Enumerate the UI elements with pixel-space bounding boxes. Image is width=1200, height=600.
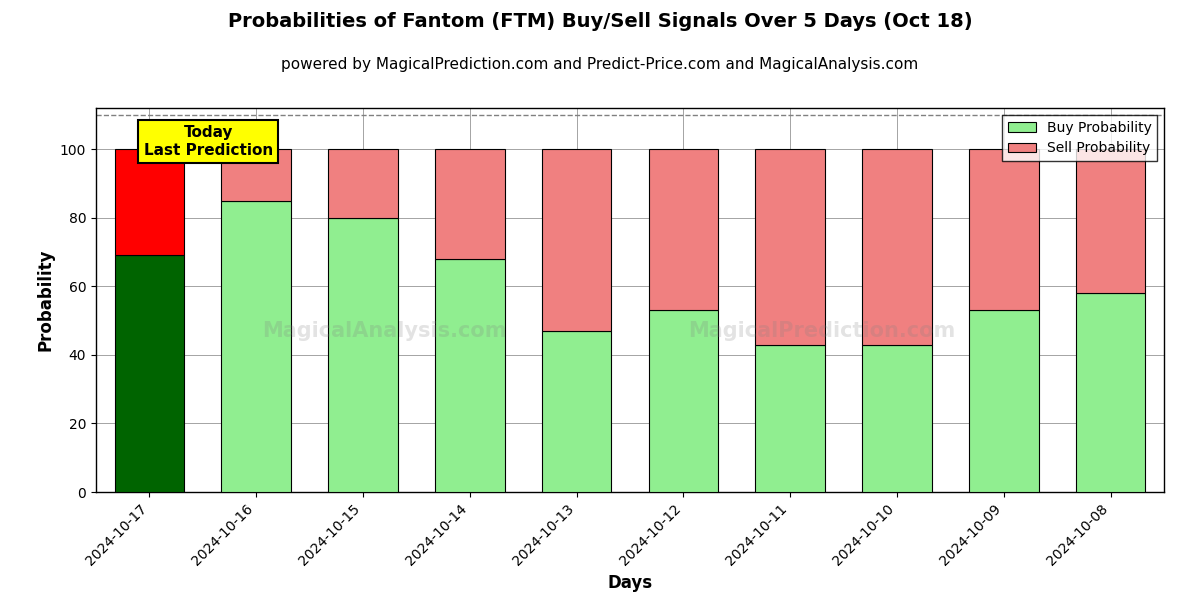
Text: Today
Last Prediction: Today Last Prediction xyxy=(144,125,272,158)
Bar xyxy=(329,218,397,492)
Text: Probabilities of Fantom (FTM) Buy/Sell Signals Over 5 Days (Oct 18): Probabilities of Fantom (FTM) Buy/Sell S… xyxy=(228,12,972,31)
Bar xyxy=(970,310,1038,492)
Bar xyxy=(329,149,397,218)
Bar xyxy=(970,149,1038,310)
Bar xyxy=(222,200,290,492)
Bar xyxy=(756,149,824,344)
Text: MagicalAnalysis.com: MagicalAnalysis.com xyxy=(262,321,506,341)
Bar xyxy=(756,344,824,492)
Bar xyxy=(863,344,931,492)
Bar xyxy=(649,310,718,492)
Bar xyxy=(115,149,184,256)
Bar xyxy=(1076,293,1145,492)
Bar xyxy=(542,331,611,492)
Bar xyxy=(222,149,290,200)
Legend: Buy Probability, Sell Probability: Buy Probability, Sell Probability xyxy=(1002,115,1157,161)
X-axis label: Days: Days xyxy=(607,574,653,592)
Text: powered by MagicalPrediction.com and Predict-Price.com and MagicalAnalysis.com: powered by MagicalPrediction.com and Pre… xyxy=(281,57,919,72)
Bar xyxy=(542,149,611,331)
Bar xyxy=(436,149,504,259)
Y-axis label: Probability: Probability xyxy=(36,249,54,351)
Bar xyxy=(1076,149,1145,293)
Text: MagicalPrediction.com: MagicalPrediction.com xyxy=(689,321,956,341)
Bar xyxy=(436,259,504,492)
Bar xyxy=(115,256,184,492)
Bar xyxy=(863,149,931,344)
Bar xyxy=(649,149,718,310)
